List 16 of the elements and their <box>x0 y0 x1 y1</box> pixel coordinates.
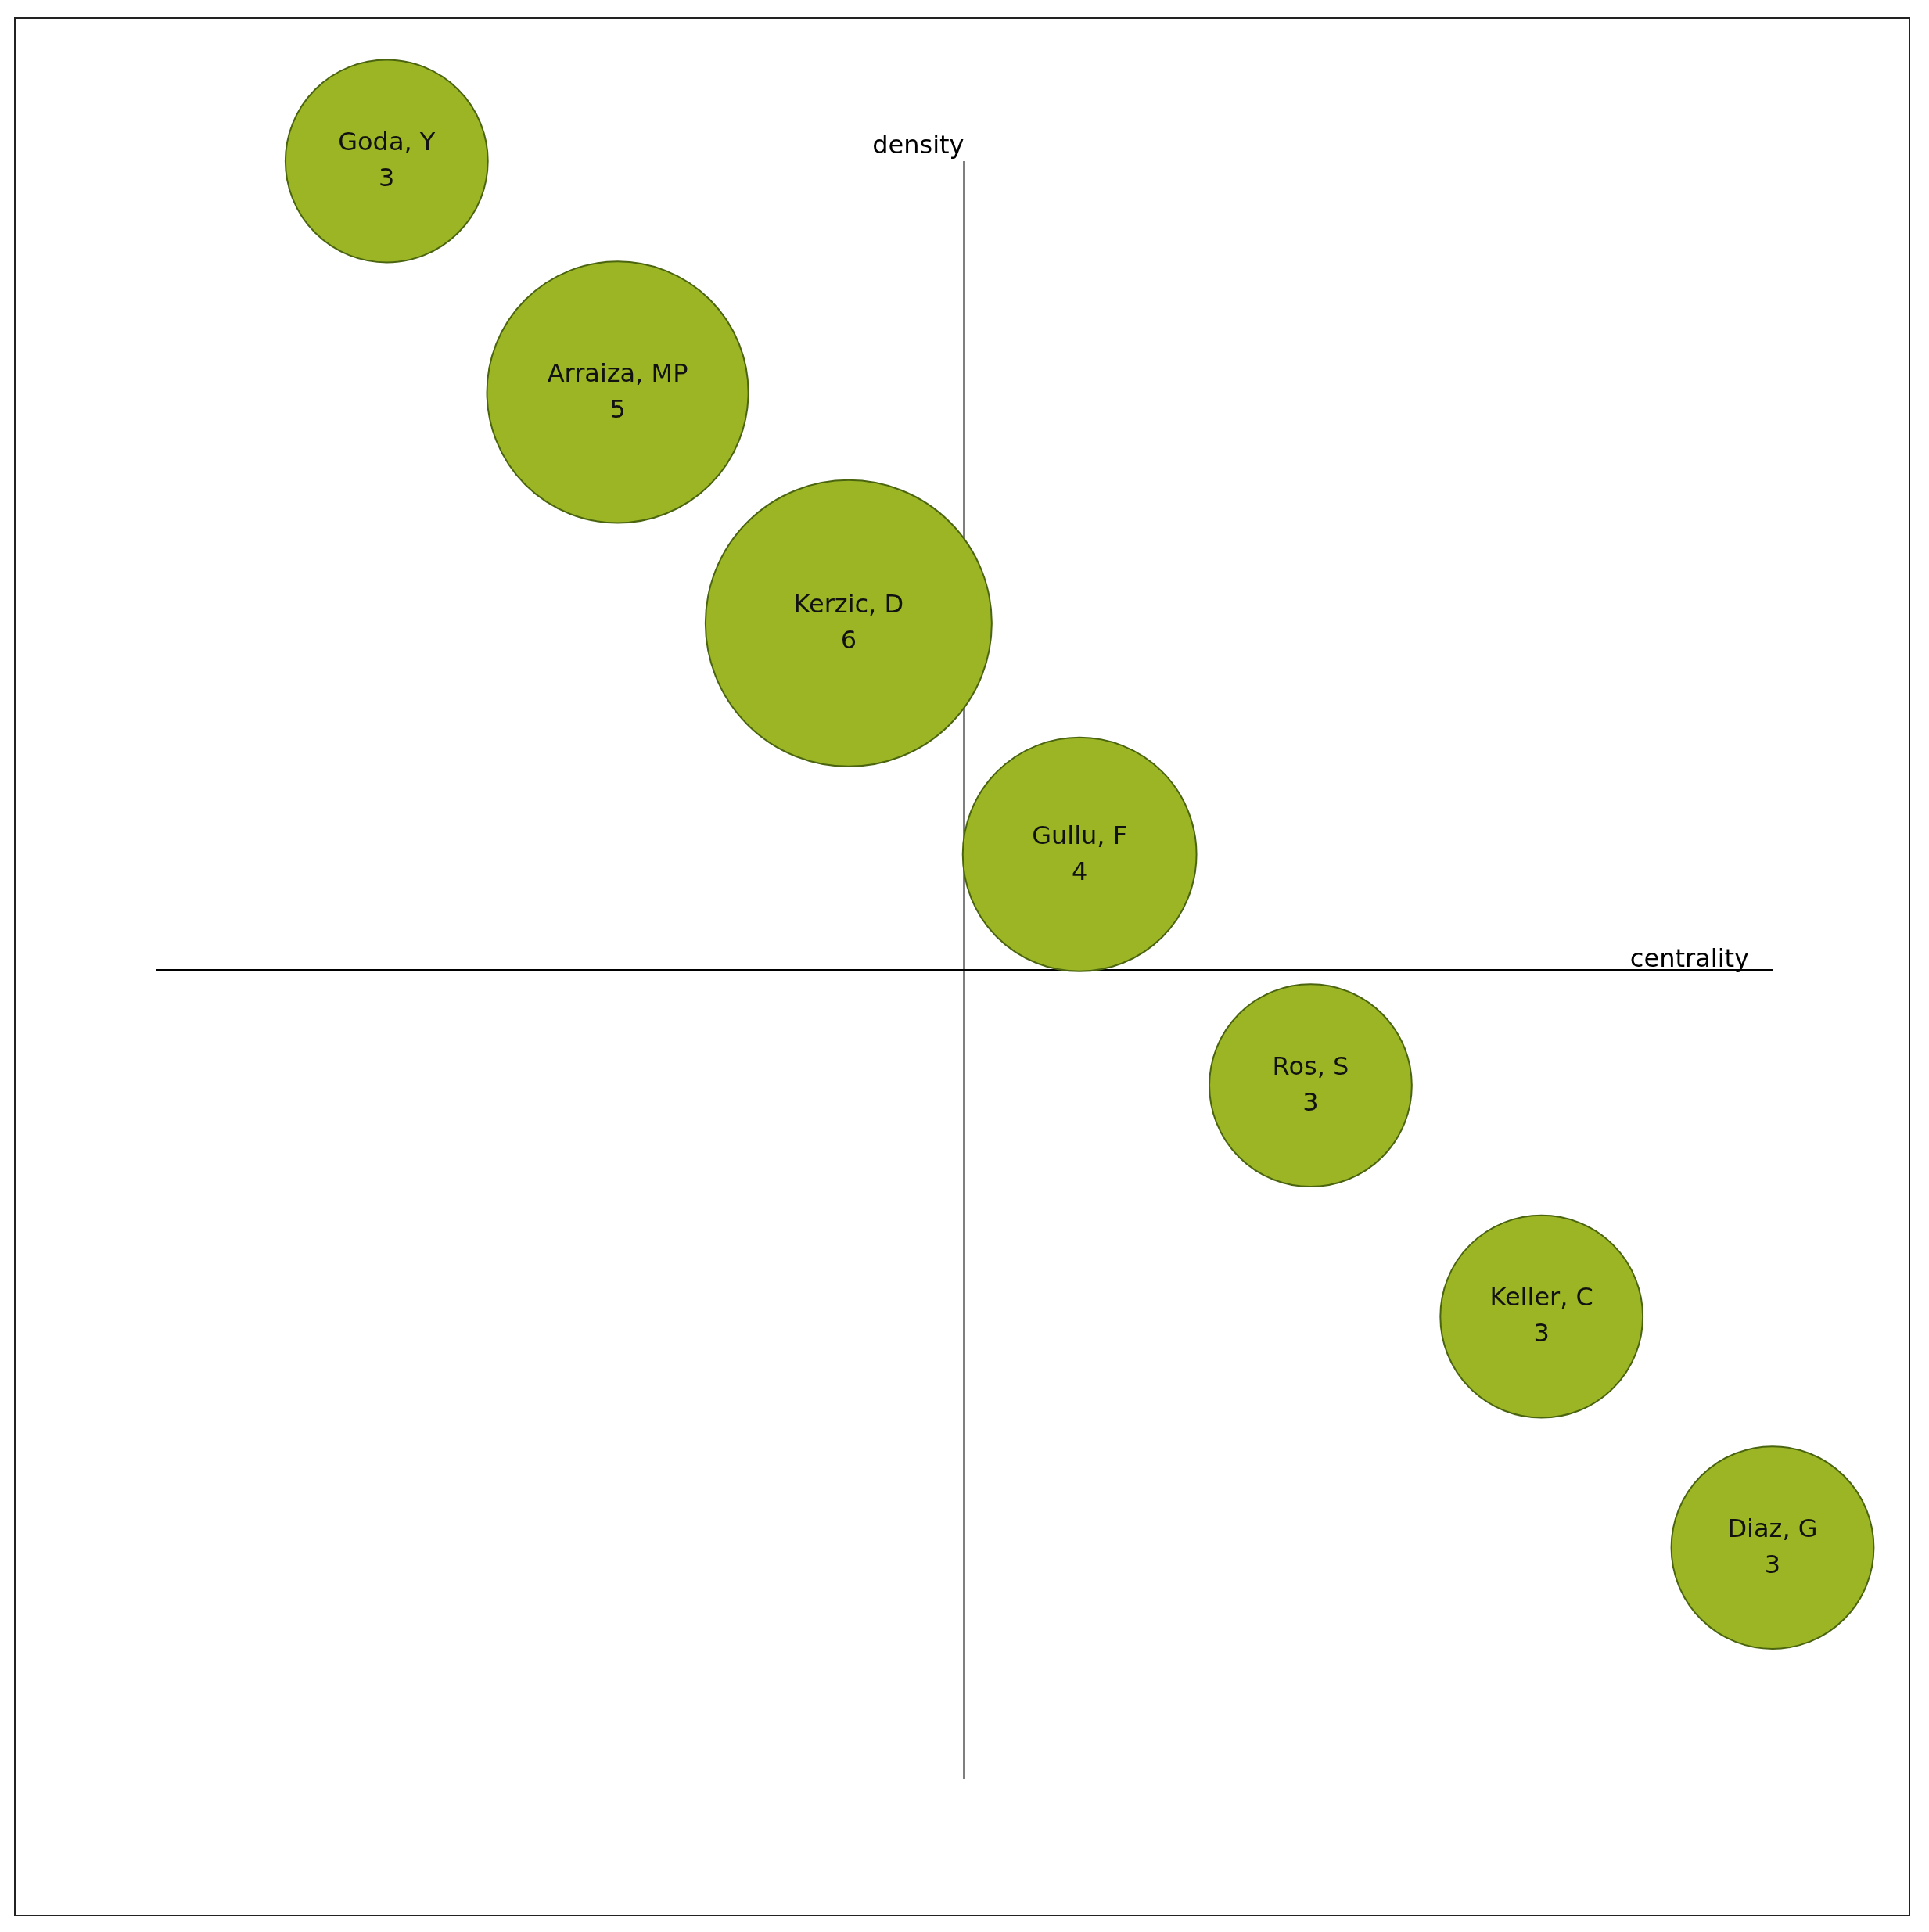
category-label: Kerzic, D <box>793 589 904 619</box>
data-label: 4 <box>1071 856 1088 886</box>
category-label: Gullu, F <box>1032 820 1128 850</box>
category-label: Goda, Y <box>338 127 436 157</box>
category-label: Ros, S <box>1272 1051 1349 1082</box>
data-label: 3 <box>1302 1087 1319 1118</box>
data-label: 6 <box>840 625 857 655</box>
text: density <box>872 130 964 160</box>
data-label: 3 <box>379 163 395 193</box>
data-label: 5 <box>609 393 626 424</box>
data-label: 3 <box>1533 1318 1550 1348</box>
category-label: Arraiza, MP <box>547 357 688 388</box>
data-label: 3 <box>1764 1549 1781 1579</box>
text: centrality <box>1629 943 1749 974</box>
category-label: Keller, C <box>1489 1282 1593 1313</box>
category-label: Diaz, G <box>1727 1513 1818 1543</box>
